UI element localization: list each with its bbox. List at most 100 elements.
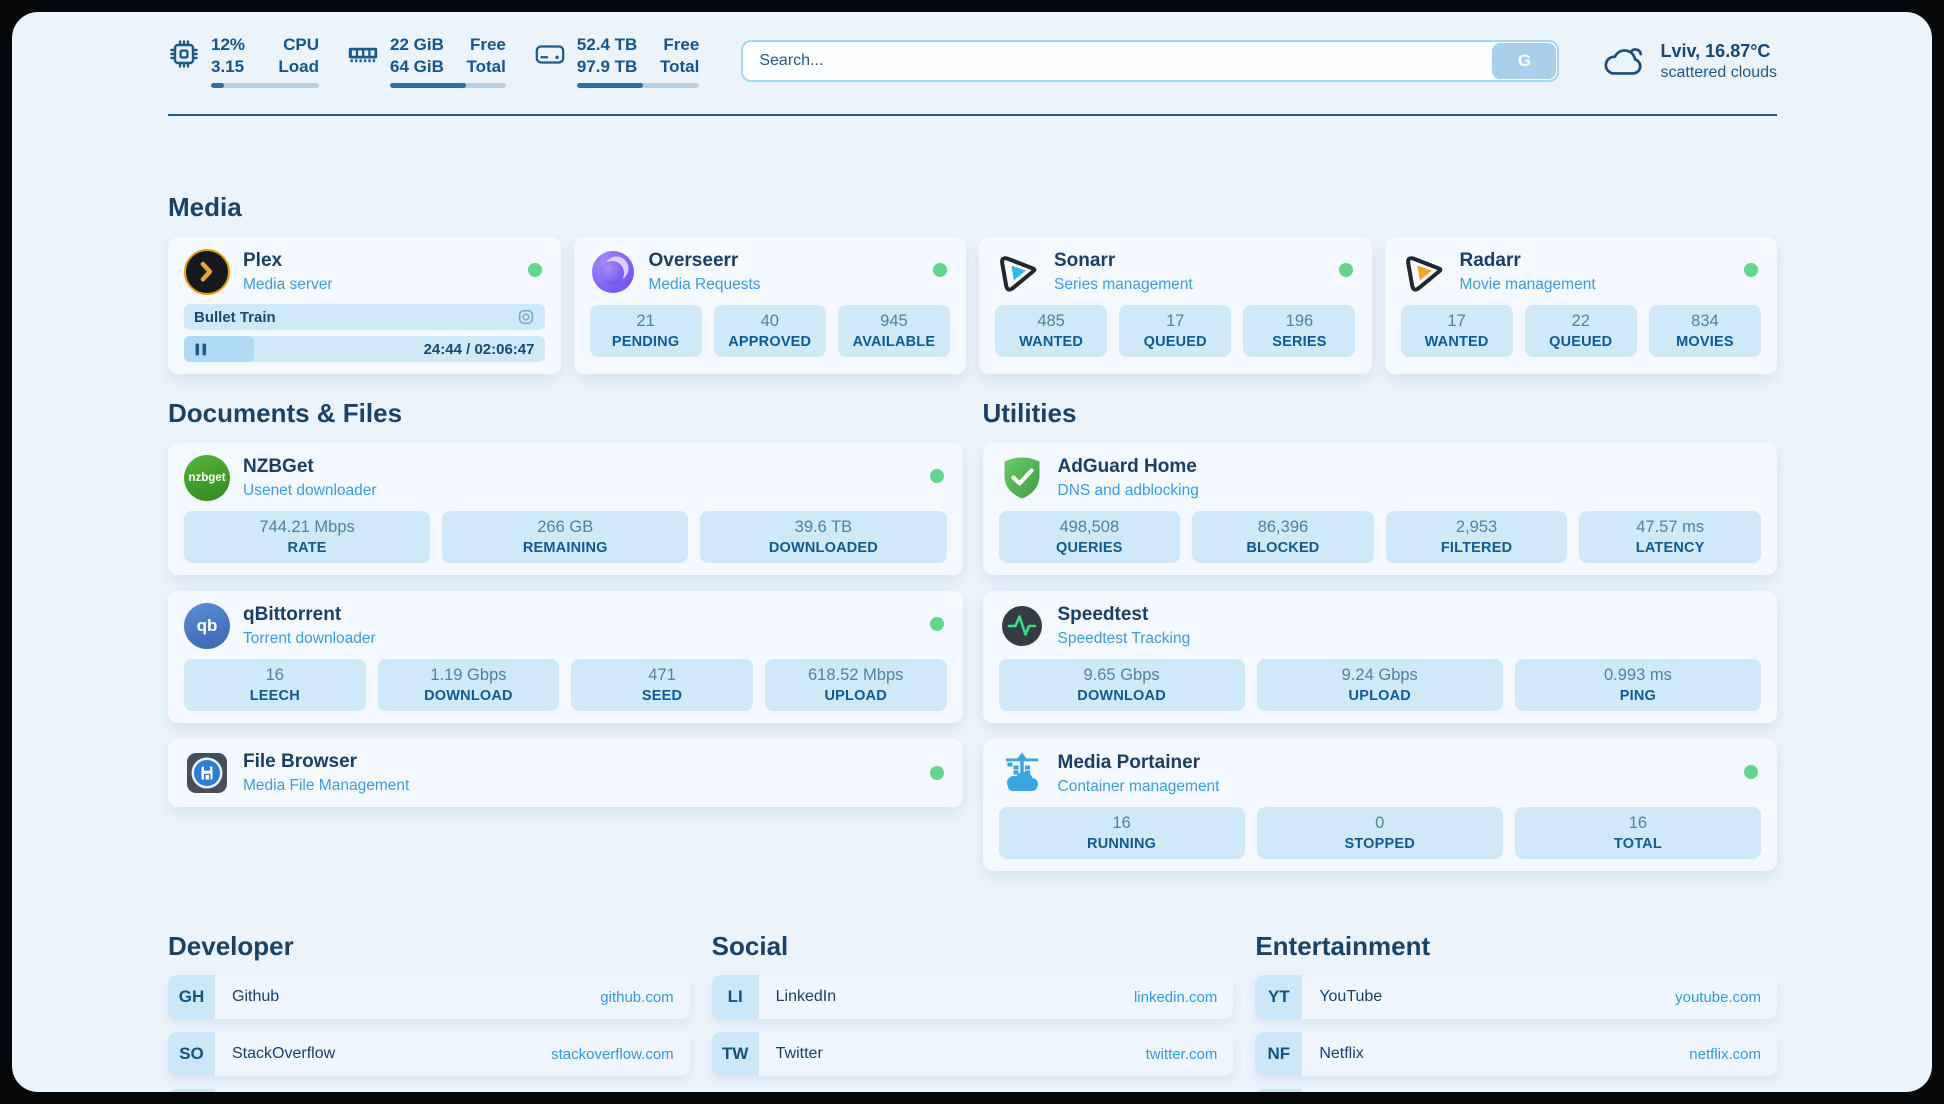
section-media: Media Plex Media server Bullet Train bbox=[168, 192, 1777, 374]
app-card-overseerr[interactable]: Overseerr Media Requests 21 PENDING 40 A… bbox=[573, 237, 966, 374]
bookmark-url: netflix.com bbox=[1689, 1045, 1761, 1063]
bookmark-name: DEV bbox=[215, 1089, 265, 1092]
app-desc: DNS and adblocking bbox=[1057, 481, 1199, 499]
stat-label: REMAINING bbox=[522, 540, 608, 556]
bookmark-url: stackoverflow.com bbox=[551, 1045, 674, 1063]
bookmark-linkedin[interactable]: LI LinkedIn linkedin.com bbox=[711, 975, 1234, 1019]
bookmark-abbr: RE bbox=[1255, 1089, 1303, 1092]
status-dot bbox=[929, 766, 944, 780]
view-session-icon[interactable] bbox=[517, 308, 535, 326]
app-name: File Browser bbox=[243, 751, 358, 773]
stat-box: 17 WANTED bbox=[1400, 305, 1513, 357]
weather-widget: Lviv, 16.87°C scattered clouds bbox=[1601, 40, 1777, 81]
app-name: Media Portainer bbox=[1057, 752, 1201, 774]
section-title-entertainment: Entertainment bbox=[1255, 931, 1431, 961]
qbittorrent-icon-text: qb bbox=[196, 616, 218, 635]
main-grid: Documents & Files nzbget NZBGet Usenet d… bbox=[168, 398, 1777, 871]
bookmark-name: StackOverflow bbox=[232, 1045, 336, 1062]
status-dot bbox=[527, 263, 542, 277]
bookmark-abbr: GH bbox=[168, 975, 215, 1019]
app-card-adguard[interactable]: AdGuard Home DNS and adblocking 498,508 … bbox=[982, 443, 1777, 575]
app-card-plex[interactable]: Plex Media server Bullet Train bbox=[168, 237, 561, 374]
memory-total-value: 64 GiB bbox=[390, 56, 444, 76]
bookmark-name: YouTube bbox=[1319, 988, 1383, 1005]
bookmark-stackoverflow[interactable]: SO StackOverflow stackoverflow.com bbox=[168, 1032, 690, 1076]
stat-box: 485 WANTED bbox=[995, 305, 1108, 357]
section-title-developer: Developer bbox=[168, 931, 294, 961]
bookmark-twitter[interactable]: TW Twitter twitter.com bbox=[711, 1032, 1234, 1076]
stat-label: WANTED bbox=[1019, 334, 1084, 350]
search-input[interactable] bbox=[741, 40, 1560, 82]
bookmark-youtube[interactable]: YT YouTube youtube.com bbox=[1255, 975, 1777, 1019]
cpu-progress-bar bbox=[211, 82, 319, 88]
stat-value: 2,953 bbox=[1455, 518, 1498, 536]
app-desc: Series management bbox=[1054, 275, 1193, 293]
bookmark-url: twitter.com bbox=[1145, 1045, 1218, 1063]
card-header: Speedtest Speedtest Tracking bbox=[999, 603, 1762, 649]
bookmark-dev[interactable]: DT DEV dev.to bbox=[168, 1089, 690, 1092]
cloud-icon bbox=[1601, 42, 1647, 80]
app-card-portainer[interactable]: Media Portainer Container management 16 … bbox=[982, 739, 1777, 871]
weather-location-temp: Lviv, 16.87°C bbox=[1660, 41, 1771, 62]
stat-box: 945 AVAILABLE bbox=[837, 305, 950, 357]
app-name: Radarr bbox=[1459, 250, 1521, 272]
stat-label: SEED bbox=[641, 688, 683, 704]
app-name: AdGuard Home bbox=[1057, 456, 1197, 478]
nzbget-icon: nzbget bbox=[184, 455, 230, 501]
memory-free-value: 22 GiB bbox=[390, 35, 444, 55]
stat-value: 86,396 bbox=[1257, 518, 1309, 536]
stat-box: 16 RUNNING bbox=[998, 807, 1245, 859]
stat-label: RUNNING bbox=[1087, 836, 1157, 852]
bookmark-name: Github bbox=[232, 988, 280, 1005]
stat-label: APPROVED bbox=[728, 334, 812, 350]
app-name: Sonarr bbox=[1054, 250, 1116, 272]
stat-value: 834 bbox=[1691, 312, 1719, 330]
bookmark-name: Reddit bbox=[1302, 1089, 1365, 1092]
status-dot bbox=[1744, 765, 1758, 779]
stat-label: AVAILABLE bbox=[852, 334, 936, 350]
disk-free-label: Free bbox=[663, 35, 700, 55]
disk-widget: 52.4 TB 97.9 TB Free Total bbox=[534, 34, 700, 88]
card-header: AdGuard Home DNS and adblocking bbox=[999, 455, 1762, 501]
app-card-filebrowser[interactable]: File Browser Media File Management bbox=[168, 739, 963, 807]
stat-box: 39.6 TB DOWNLOADED bbox=[700, 511, 947, 563]
memory-free-label: Free bbox=[469, 35, 506, 55]
stat-value: 47.57 ms bbox=[1636, 518, 1705, 536]
stat-label: SERIES bbox=[1272, 334, 1327, 350]
bookmark-list: GH Github github.com SO StackOverflow st… bbox=[168, 975, 690, 1092]
app-card-radarr[interactable]: Radarr Movie management 17 WANTED 22 QUE… bbox=[1384, 237, 1777, 374]
app-card-sonarr[interactable]: Sonarr Series management 485 WANTED 17 Q… bbox=[979, 237, 1372, 374]
qbittorrent-icon: qb bbox=[184, 603, 230, 649]
stat-label: BLOCKED bbox=[1246, 540, 1320, 556]
cpu-label: CPU bbox=[283, 35, 319, 55]
disk-icon bbox=[534, 38, 566, 70]
cpu-load-label: Load bbox=[278, 56, 319, 76]
search-provider-button[interactable]: G bbox=[1492, 43, 1557, 79]
stat-label: QUEUED bbox=[1549, 334, 1613, 350]
stat-label: FILTERED bbox=[1440, 540, 1513, 556]
stats-row: 485 WANTED 17 QUEUED 196 SERIES bbox=[995, 305, 1356, 357]
stat-box: 2,953 FILTERED bbox=[1385, 511, 1568, 563]
stat-label: TOTAL bbox=[1613, 836, 1662, 852]
app-card-qbittorrent[interactable]: qb qBittorrent Torrent downloader 16 LEE… bbox=[168, 591, 963, 723]
status-dot bbox=[1338, 263, 1353, 277]
app-card-nzbget[interactable]: nzbget NZBGet Usenet downloader 744.21 M… bbox=[168, 443, 963, 575]
stat-box: 196 SERIES bbox=[1243, 305, 1356, 357]
disk-free-value: 52.4 TB bbox=[576, 35, 638, 55]
stat-box: 16 LEECH bbox=[184, 659, 366, 711]
card-header: File Browser Media File Management bbox=[184, 750, 947, 796]
bookmark-url: reddit.com bbox=[1691, 1089, 1777, 1092]
app-desc: Container management bbox=[1057, 777, 1220, 795]
stat-box: 17 QUEUED bbox=[1119, 305, 1232, 357]
app-name: Overseerr bbox=[648, 250, 739, 272]
system-widgets: 12% 3.15 CPU Load bbox=[168, 34, 700, 88]
app-desc: Media Requests bbox=[648, 275, 761, 293]
bookmark-reddit[interactable]: RE Reddit reddit.com bbox=[1255, 1089, 1777, 1092]
bookmark-github[interactable]: GH Github github.com bbox=[168, 975, 690, 1019]
bookmark-netflix[interactable]: NF Netflix netflix.com bbox=[1255, 1032, 1777, 1076]
stat-box: 471 SEED bbox=[571, 659, 753, 711]
stat-label: QUERIES bbox=[1055, 540, 1123, 556]
stat-label: WANTED bbox=[1424, 334, 1489, 350]
stat-value: 945 bbox=[880, 312, 908, 330]
app-card-speedtest[interactable]: Speedtest Speedtest Tracking 9.65 Gbps D… bbox=[982, 591, 1777, 723]
